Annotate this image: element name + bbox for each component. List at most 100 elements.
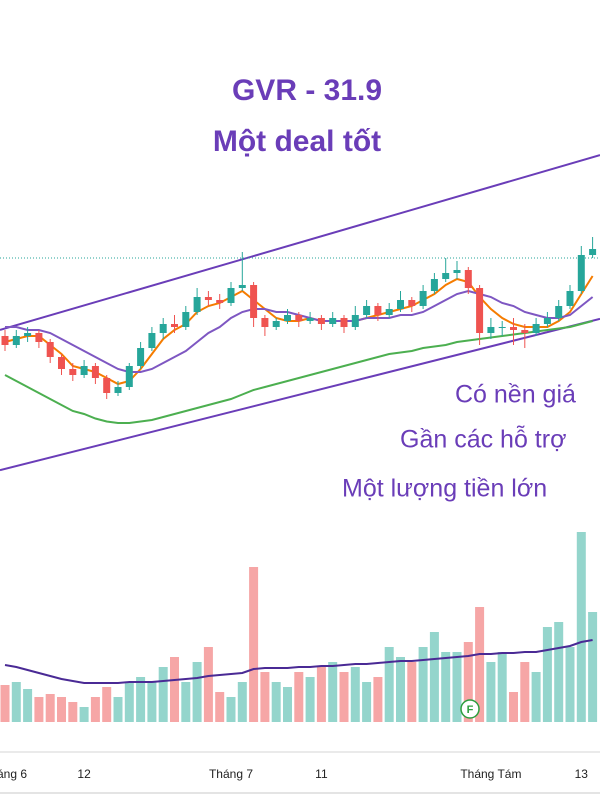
candle-body xyxy=(69,369,77,375)
x-tick-label: Tháng 6 xyxy=(0,767,27,781)
candle-body xyxy=(12,336,20,345)
chart-subtitle: Một deal tốt xyxy=(213,125,381,158)
candle-body xyxy=(442,273,450,279)
volume-bar xyxy=(23,689,33,722)
candle-body xyxy=(238,285,246,288)
x-tick-label: Tháng Tám xyxy=(460,767,521,781)
volume-bar xyxy=(475,607,485,722)
volume-bar xyxy=(79,707,89,722)
candle-body xyxy=(510,327,517,330)
candle-body xyxy=(46,342,54,357)
candle-body xyxy=(532,324,540,333)
volume-bar xyxy=(237,682,247,722)
candle-body xyxy=(58,357,65,369)
candle-body xyxy=(453,270,461,273)
volume-bar xyxy=(249,567,259,722)
volume-bar xyxy=(554,622,564,722)
trendline xyxy=(0,317,600,472)
candle-body xyxy=(193,297,201,312)
candle-body xyxy=(351,315,359,327)
candle-body xyxy=(295,315,303,321)
volume-bar xyxy=(192,662,202,722)
candle-body xyxy=(103,378,111,393)
candle-body xyxy=(148,333,156,348)
candle-body xyxy=(261,318,269,327)
volume-bar xyxy=(429,632,439,722)
event-label: F xyxy=(467,704,474,716)
volume-bar xyxy=(328,662,338,722)
volume-bar xyxy=(68,702,78,722)
x-tick-label: 11 xyxy=(315,767,328,781)
candle-body xyxy=(397,300,404,309)
volume-bar xyxy=(452,652,462,722)
volume-bar xyxy=(362,682,372,722)
volume-bar xyxy=(350,667,360,722)
volume-bar xyxy=(90,697,100,722)
candle-body xyxy=(487,327,495,333)
annotation: Một lượng tiền lớn xyxy=(342,475,547,503)
candle-body xyxy=(159,324,167,333)
candle-body xyxy=(543,318,551,324)
candle-body xyxy=(24,333,32,336)
volume-bar xyxy=(271,682,281,722)
candle-body xyxy=(464,270,472,288)
volume-bar xyxy=(226,697,236,722)
volume-bar xyxy=(11,682,21,722)
volume-bar xyxy=(384,647,394,722)
candle-body xyxy=(498,327,506,328)
volume-bar xyxy=(463,642,473,722)
candle-body xyxy=(430,279,438,291)
moving-average xyxy=(4,320,593,424)
volume-bar xyxy=(294,672,304,722)
candle-body xyxy=(419,291,427,306)
volume-bar xyxy=(147,682,157,722)
candle-body xyxy=(555,306,563,318)
candle-body xyxy=(114,387,122,393)
volume-ma-line xyxy=(4,639,593,684)
volume-bar xyxy=(102,687,112,722)
candle-body xyxy=(521,330,529,333)
volume-bar xyxy=(339,672,349,722)
volume-bar xyxy=(203,647,213,722)
volume-bar xyxy=(45,694,55,722)
volume-bar xyxy=(531,672,541,722)
volume-bar xyxy=(215,692,225,722)
candle-body xyxy=(577,255,585,291)
volume-bar xyxy=(565,647,575,722)
candle-body xyxy=(476,288,484,333)
volume-bar xyxy=(497,652,507,722)
volume-bar xyxy=(57,697,66,722)
candle-body xyxy=(227,288,235,303)
volume-bar xyxy=(181,682,191,722)
volume-bar xyxy=(373,677,383,722)
candle-body xyxy=(272,321,280,327)
annotation: Gần các hỗ trợ xyxy=(400,425,566,454)
candle-body xyxy=(137,348,145,366)
volume-bar xyxy=(136,677,146,722)
candle-body xyxy=(35,333,43,342)
volume-bar xyxy=(407,662,417,722)
candle-body xyxy=(204,297,212,300)
volume-bar xyxy=(170,657,179,722)
volume-bar xyxy=(316,667,326,722)
candle-body xyxy=(182,312,190,327)
volume-bar xyxy=(588,612,598,722)
volume-bar xyxy=(260,672,270,722)
candle-body xyxy=(125,366,133,387)
volume-bar xyxy=(509,692,518,722)
candle-body xyxy=(91,366,99,378)
x-tick-label: Tháng 7 xyxy=(209,767,253,781)
volume-bar xyxy=(441,652,451,722)
volume-bar xyxy=(305,677,315,722)
candle-body xyxy=(250,285,258,318)
event-marker xyxy=(460,699,480,719)
volume-bar xyxy=(124,682,134,722)
candle-body xyxy=(566,291,574,306)
chart-title: GVR - 31.9 xyxy=(232,74,382,107)
candle-body xyxy=(216,300,224,303)
candle-body xyxy=(317,318,325,324)
candle-body xyxy=(306,318,314,321)
candle-body xyxy=(589,249,597,255)
